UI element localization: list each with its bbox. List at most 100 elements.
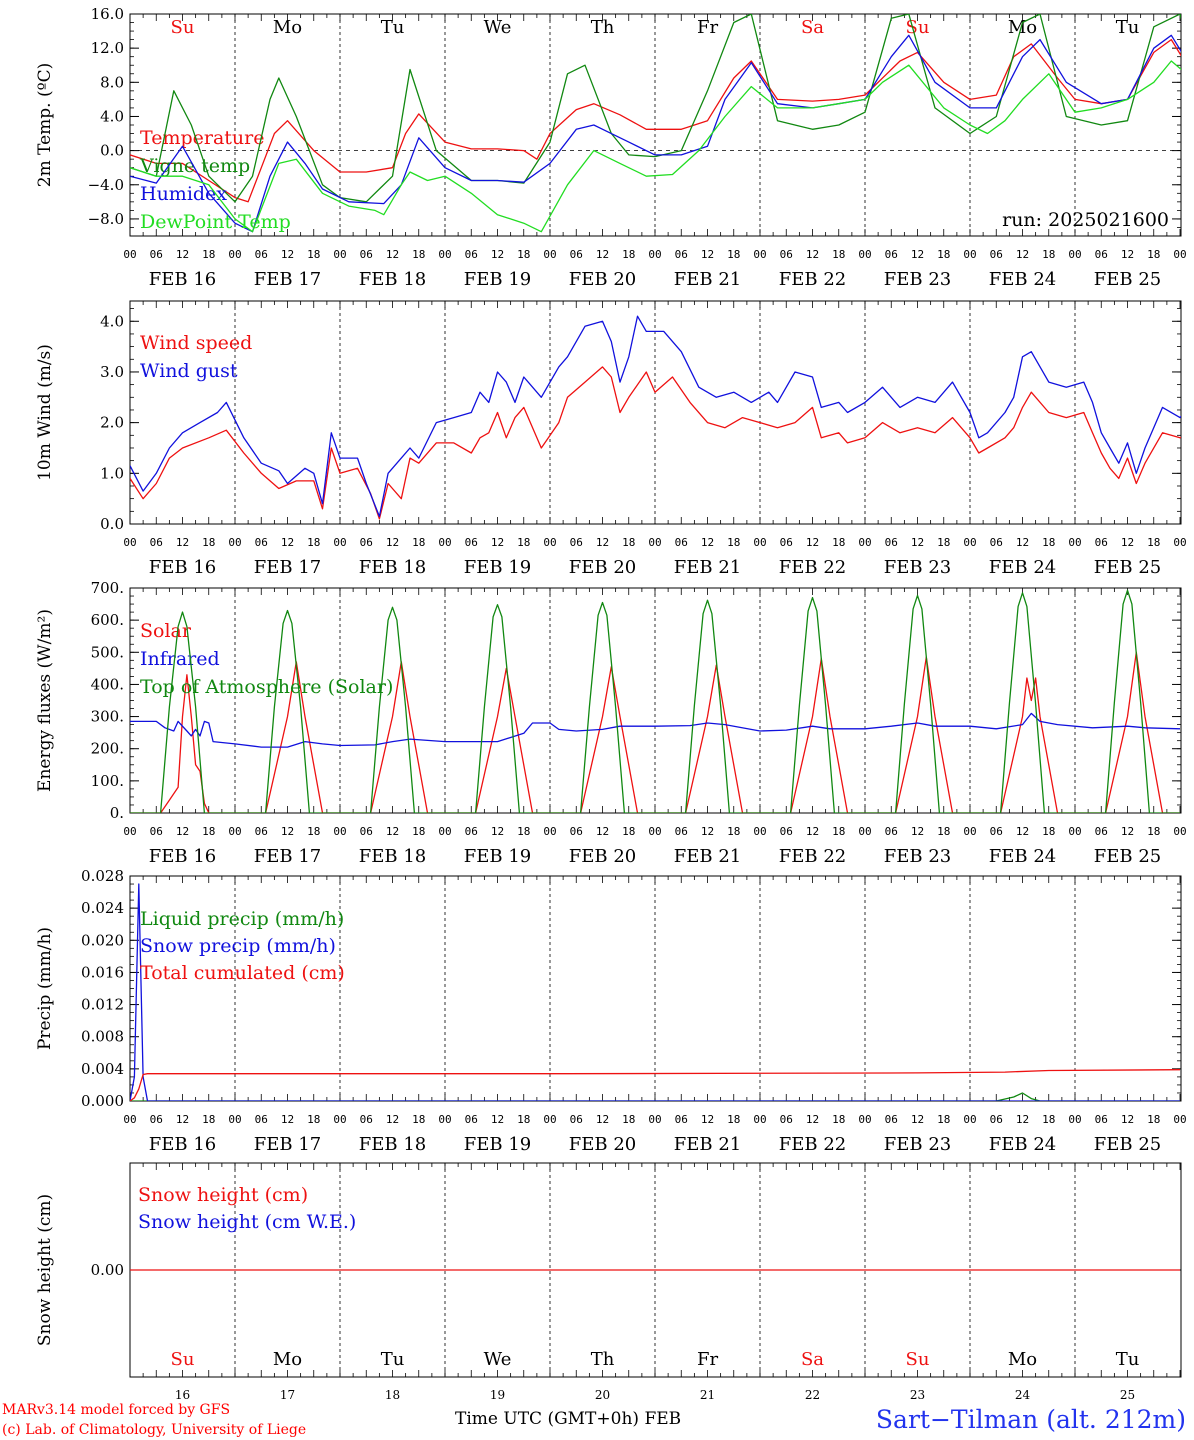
date-label: FEB 18 bbox=[359, 1134, 426, 1155]
hour-tick-label: 12 bbox=[1121, 1113, 1134, 1126]
hour-tick-label: 18 bbox=[517, 1113, 530, 1126]
date-label: FEB 20 bbox=[569, 1134, 636, 1155]
date-label: FEB 23 bbox=[884, 557, 951, 578]
legend-entry: Wind speed bbox=[140, 332, 252, 354]
hour-tick-label: 06 bbox=[675, 1113, 688, 1126]
legend-entry: Temperature bbox=[140, 127, 264, 149]
date-label: FEB 19 bbox=[464, 846, 531, 867]
hour-tick-label: 06 bbox=[360, 1113, 373, 1126]
hour-tick-label: 12 bbox=[386, 536, 399, 549]
panel-frame bbox=[129, 13, 1182, 237]
hour-tick-label: 06 bbox=[1095, 1113, 1108, 1126]
copyright-credit: (c) Lab. of Climatology, University of L… bbox=[2, 1422, 306, 1438]
hour-tick-label: 06 bbox=[990, 536, 1003, 549]
legend-entry: Wind gust bbox=[140, 360, 238, 382]
y-tick-label: −4.0 bbox=[88, 176, 124, 194]
date-label: FEB 20 bbox=[569, 846, 636, 867]
date-label: FEB 16 bbox=[149, 269, 216, 290]
hour-tick-label: 06 bbox=[675, 248, 688, 261]
y-tick-label: 4.0 bbox=[100, 312, 124, 330]
day-number: 21 bbox=[700, 1388, 715, 1402]
series-line-temperature bbox=[130, 38, 1181, 203]
chart-panels: 16.0 12.0 8.0 4.0 0.0 −4.0 −8.0 2m Temp. (ºC) 00… bbox=[35, 5, 1187, 1402]
hour-tick-label: 18 bbox=[202, 1113, 215, 1126]
hour-tick-label: 06 bbox=[1095, 825, 1108, 838]
series-line-humidex bbox=[130, 34, 1181, 233]
hour-tick-label: 06 bbox=[150, 825, 163, 838]
hour-tick-label: 18 bbox=[1042, 825, 1055, 838]
hour-tick-label: 00 bbox=[858, 536, 871, 549]
hour-tick-label: 12 bbox=[1016, 248, 1029, 261]
hour-tick-label: 00 bbox=[228, 536, 241, 549]
hour-tick-label: 06 bbox=[675, 536, 688, 549]
weekday-label: Fr bbox=[697, 17, 718, 38]
hour-tick-label: 00 bbox=[1173, 536, 1186, 549]
hour-tick-label: 12 bbox=[386, 248, 399, 261]
hour-tick-label: 00 bbox=[858, 248, 871, 261]
date-label: FEB 21 bbox=[674, 269, 741, 290]
hour-tick-label: 12 bbox=[701, 825, 714, 838]
hour-tick-label: 06 bbox=[360, 248, 373, 261]
y-tick-label: 0.004 bbox=[81, 1060, 124, 1078]
hour-tick-label: 00 bbox=[1173, 1113, 1186, 1126]
hour-tick-label: 12 bbox=[701, 1113, 714, 1126]
series-line-solar bbox=[130, 651, 1180, 813]
weekday-label: Tu bbox=[381, 1349, 405, 1370]
hour-tick-label: 06 bbox=[255, 248, 268, 261]
hour-tick-label: 12 bbox=[701, 536, 714, 549]
hour-tick-label: 06 bbox=[885, 825, 898, 838]
hour-tick-label: 00 bbox=[228, 248, 241, 261]
weekday-label: Mo bbox=[1008, 17, 1037, 38]
hour-tick-label: 18 bbox=[412, 536, 425, 549]
hour-tick-label: 00 bbox=[333, 536, 346, 549]
hour-tick-label: 00 bbox=[753, 536, 766, 549]
y-axis-label: Snow height (cm) bbox=[35, 1194, 55, 1346]
series-line-liquid-precip-mm-h- bbox=[130, 1092, 1180, 1101]
hour-tick-label: 00 bbox=[1173, 248, 1186, 261]
hour-tick-label: 00 bbox=[228, 1113, 241, 1126]
date-label: FEB 16 bbox=[149, 557, 216, 578]
y-tick-label: 0.0 bbox=[100, 515, 124, 533]
weekday-label: We bbox=[484, 17, 512, 38]
hour-tick-label: 00 bbox=[648, 536, 661, 549]
series-line-infrared bbox=[130, 712, 1181, 748]
day-number: 16 bbox=[175, 1388, 190, 1402]
legend-entry: Liquid precip (mm/h) bbox=[140, 908, 344, 930]
weekday-label: Tu bbox=[1116, 17, 1140, 38]
hour-tick-label: 06 bbox=[780, 248, 793, 261]
hour-tick-label: 12 bbox=[386, 1113, 399, 1126]
date-label: FEB 17 bbox=[254, 557, 321, 578]
legend-entry: Total cumulated (cm) bbox=[140, 962, 345, 984]
weekday-label: Mo bbox=[1008, 1349, 1037, 1370]
hour-tick-label: 06 bbox=[570, 536, 583, 549]
hour-tick-label: 00 bbox=[438, 536, 451, 549]
hour-tick-label: 00 bbox=[1068, 825, 1081, 838]
hour-tick-label: 18 bbox=[832, 248, 845, 261]
panel-4: 0.028 0.024 0.020 0.016 0.012 0.008 0.004 0.000… bbox=[35, 867, 1187, 1155]
hour-tick-label: 00 bbox=[1068, 1113, 1081, 1126]
hour-tick-label: 18 bbox=[832, 536, 845, 549]
hour-tick-label: 18 bbox=[622, 1113, 635, 1126]
y-axis-label: Energy fluxes (W/m²) bbox=[35, 609, 55, 792]
hour-tick-label: 00 bbox=[963, 1113, 976, 1126]
y-axis-label: 10m Wind (m/s) bbox=[35, 344, 55, 481]
weekday-label: Th bbox=[591, 17, 615, 38]
hour-tick-label: 18 bbox=[1147, 825, 1160, 838]
legend-entry: Snow height (cm W.E.) bbox=[138, 1211, 356, 1233]
hour-tick-label: 18 bbox=[202, 248, 215, 261]
hour-tick-label: 06 bbox=[780, 825, 793, 838]
weekday-label: Su bbox=[171, 17, 195, 38]
hour-tick-label: 00 bbox=[123, 825, 136, 838]
hour-tick-label: 12 bbox=[1016, 825, 1029, 838]
hour-tick-label: 00 bbox=[753, 248, 766, 261]
hour-tick-label: 18 bbox=[1042, 1113, 1055, 1126]
y-tick-label: 1.0 bbox=[100, 464, 124, 482]
date-label: FEB 24 bbox=[989, 1134, 1056, 1155]
date-label: FEB 22 bbox=[779, 846, 846, 867]
hour-tick-label: 18 bbox=[832, 825, 845, 838]
hour-tick-label: 00 bbox=[963, 536, 976, 549]
date-label: FEB 24 bbox=[989, 269, 1056, 290]
hour-tick-label: 06 bbox=[570, 825, 583, 838]
legend-entry: Humidex bbox=[140, 183, 227, 205]
